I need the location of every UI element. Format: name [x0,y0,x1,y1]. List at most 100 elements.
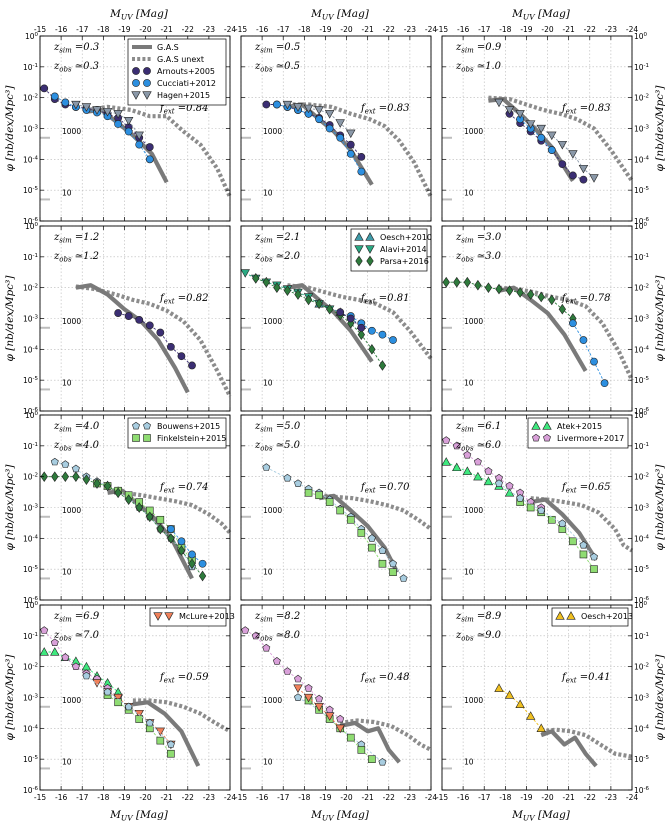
y-tick-label-left: 10-2 [23,663,38,672]
y-tick-label-right: 10-4 [634,724,650,733]
legend-frame [350,228,428,272]
x-tick-label-top: -19 [118,25,130,34]
legend-frame [527,417,629,449]
point-cucciati-2012 [50,92,59,101]
legend-swatch-mclure-2013 [153,612,163,621]
point-bouwens-2015 [367,534,376,542]
point-hagen-2015 [515,110,525,119]
y-tick-label-right: 10-3 [634,125,650,134]
point-arnouts-2005 [579,175,588,184]
point-cucciati-2012 [336,133,345,142]
point-livermore-2017 [315,694,324,703]
f-ext-label: fext =0.84 [159,103,208,116]
x-tick-label-top: -16 [457,25,469,34]
panel-6: 1000 10 10-6 10-5 10-4 10-3 10-2 10-1 100 zsim =3… [441,222,650,416]
point-arnouts-2005 [166,342,175,351]
point-parsa-2016 [198,570,207,582]
x-tick-label-bottom: -16 [55,793,67,802]
legend-label-atek-2015: Atek+2015 [557,422,602,431]
point-finkelstein-2015 [346,515,355,524]
gas-line [488,96,575,183]
gas-line [540,729,598,768]
series-line-cucciati-2012 [519,118,553,151]
point-parsa-2016 [40,471,48,482]
point-arnouts-2005 [145,143,154,151]
z-sim-label: zsim =0.3 [53,42,99,55]
x-tick-label-bottom: -24 [425,793,437,802]
y-tick-label-right: 100 [634,601,648,610]
point-hagen-2015 [113,110,123,119]
point-livermore-2017 [473,457,482,466]
point-parsa-2016 [315,298,323,310]
point-cucciati-2012 [579,336,588,344]
point-parsa-2016 [72,471,80,482]
point-arnouts-2005 [558,160,567,169]
point-finkelstein-2015 [346,733,355,742]
z-sim-label: zsim =4.0 [53,421,100,434]
z-obs-label: zobs ≃9.0 [455,630,502,643]
point-finkelstein-2015 [368,543,376,552]
point-atek-2015 [441,457,451,466]
point-atek-2015 [483,476,494,486]
y-tick-label-right: 10-1 [634,63,649,72]
x-tick-label-top: -20 [139,25,151,34]
x-tick-label-top: -15 [235,25,247,34]
y-tick-label-left: 10-4 [23,534,39,543]
point-parsa-2016 [453,276,461,288]
point-cucciati-2012 [389,336,397,344]
y-tick-label-right: 10-1 [634,442,649,451]
y-tick-label-right: 10-5 [634,755,650,764]
point-parsa-2016 [125,494,133,505]
point-finkelstein-2015 [569,537,577,546]
y-tick-label-left: 10-5 [23,755,39,764]
point-arnouts-2005 [357,323,366,332]
legend-swatch-bouwens-2015 [143,421,151,430]
z-sim-label: zsim =3.0 [455,232,502,245]
y-tick-label-right: 100 [634,411,648,420]
point-atek-2015 [473,471,483,481]
y-tick-label-left: 10-1 [23,63,38,72]
x-tick-label-bottom: -18 [499,793,511,802]
x-tick-label-top: -20 [541,25,553,34]
point-livermore-2017 [61,653,70,661]
y-tick-label-left: 10-5 [23,565,39,574]
point-hagen-2015 [346,129,356,139]
point-livermore-2017 [50,638,59,647]
series-line-arnouts-2005 [117,312,193,366]
legend-label-livermore-2017: Livermore+2017 [557,434,624,443]
point-mclure-2013 [134,709,144,719]
point-arnouts-2005 [156,328,165,337]
y-tick-label-left: 10-3 [23,694,39,703]
z-sim-label: zsim =6.1 [455,421,501,434]
f-ext-label: fext =0.81 [360,293,409,306]
point-oesch-2013 [494,683,504,692]
point-mclure-2013 [335,724,345,734]
point-finkelstein-2015 [579,550,588,559]
point-oesch-2013 [525,711,536,720]
y-tick-label-left: 10-2 [23,94,38,103]
point-hagen-2015 [102,108,113,117]
x-tick-label-top: -22 [584,25,596,34]
x-tick-label-top: -24 [626,25,638,34]
point-hagen-2015 [324,110,335,119]
legend-swatch-arnouts-2005 [143,67,151,75]
y-tick-label-right: 10-3 [634,504,650,513]
reference-label: 1000 [263,317,282,326]
series-line-cucciati-2012 [170,528,203,565]
point-finkelstein-2015 [156,515,165,524]
legend-label-oesch-2010: Oesch+2010 [380,233,432,242]
x-tick-label-bottom: -17 [478,793,490,802]
point-parsa-2016 [527,289,535,300]
f-ext-label: fext =0.78 [561,293,610,306]
x-tick-label-bottom: -24 [626,793,638,802]
x-tick-label-top: -18 [499,25,511,34]
x-axis-label-top: MUV [Mag] [310,8,370,22]
point-finkelstein-2015 [336,506,345,515]
series-line-livermore-2017 [244,629,341,720]
x-tick-label-top: -22 [383,25,395,34]
legend-label-mclure-2013: McLure+2013 [179,612,235,621]
reference-label: 10 [263,378,273,387]
legend-swatch-atek-2015 [542,421,552,430]
y-axis-label-right: φ [nb/dex/Mpc³] [654,85,666,172]
x-tick-label-bottom: -17 [277,793,289,802]
